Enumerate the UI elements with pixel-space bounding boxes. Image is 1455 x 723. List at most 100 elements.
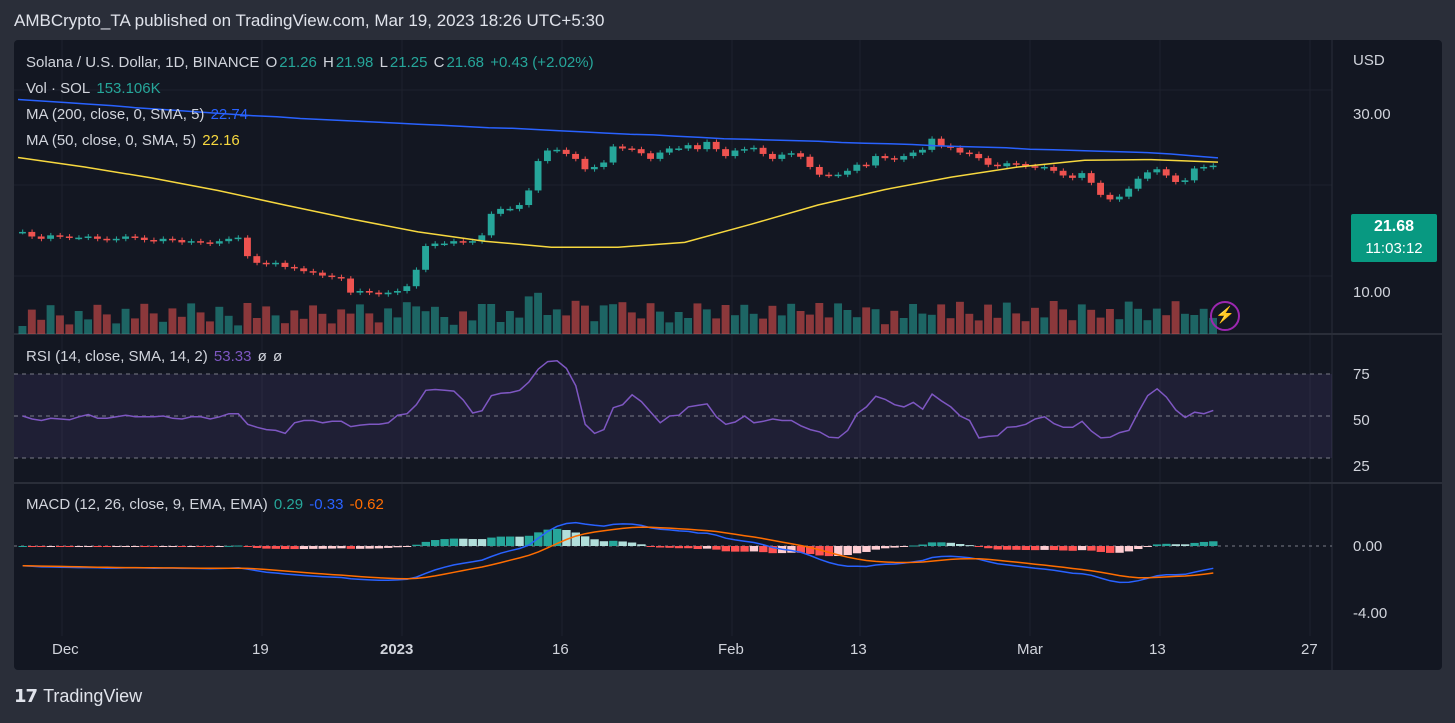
macd-histogram-bar	[449, 538, 459, 546]
chart-svg[interactable]	[14, 40, 1442, 670]
macd-histogram-bar	[1106, 546, 1115, 553]
candle-body	[1134, 178, 1142, 189]
ma50-legend: MA (50, close, 0, SMA, 5) 22.16	[26, 132, 240, 149]
currency-label: USD	[1353, 52, 1385, 69]
macd-histogram-bar	[984, 546, 993, 549]
macd-histogram-bar	[562, 530, 571, 546]
volume-bar	[234, 325, 242, 334]
candle-body	[1031, 166, 1039, 168]
volume-bar	[881, 324, 889, 334]
macd-histogram-bar	[93, 546, 102, 547]
macd-histogram-bar	[112, 546, 121, 547]
volume-bar	[1021, 321, 1030, 334]
macd-histogram-bar	[1049, 546, 1059, 551]
volume-bar	[946, 318, 955, 334]
candle-body	[1050, 166, 1058, 171]
candle-body	[206, 242, 214, 244]
candle-body	[525, 190, 533, 206]
candle-body	[94, 236, 101, 239]
volume-bar	[665, 322, 674, 334]
volume-bar	[506, 311, 514, 334]
macd-histogram-bar	[843, 546, 852, 556]
candle-body	[1115, 196, 1123, 200]
volume-bar	[768, 305, 777, 334]
volume-bar	[777, 315, 786, 334]
macd-histogram-bar	[1068, 546, 1077, 551]
volume-bar	[327, 323, 336, 334]
volume-bar	[731, 315, 739, 334]
candle-body	[731, 150, 739, 157]
macd-histogram-bar	[656, 546, 665, 548]
candle-body	[956, 147, 964, 153]
candle-body	[647, 153, 654, 159]
candle-body	[431, 243, 439, 247]
candle-body	[1125, 188, 1133, 197]
candle-body	[365, 291, 373, 293]
macd-histogram-bar	[1115, 546, 1124, 553]
macd-histogram-bar	[543, 529, 552, 546]
macd-histogram-bar	[806, 546, 815, 554]
volume-bar	[487, 304, 496, 334]
candle-body	[384, 292, 392, 295]
macd-histogram-bar	[252, 546, 262, 548]
candle-body	[337, 277, 345, 279]
macd-histogram-bar	[1087, 546, 1096, 551]
volume-bar	[899, 318, 908, 334]
macd-histogram-bar	[871, 546, 880, 550]
volume-bar	[496, 322, 505, 334]
candle-body	[412, 269, 420, 287]
macd-histogram-bar	[271, 546, 280, 549]
macd-histogram-bar	[834, 546, 843, 557]
x-tick-feb: Feb	[718, 641, 744, 658]
volume-bar	[168, 308, 177, 334]
candle-body	[234, 237, 242, 240]
volume-bar	[459, 311, 467, 334]
macd-histogram-bar	[37, 546, 46, 547]
volume-bar	[656, 311, 664, 334]
candle-body	[600, 162, 608, 167]
macd-histogram-bar	[862, 546, 871, 552]
candle-body	[740, 149, 748, 151]
macd-histogram-bar	[1199, 541, 1209, 546]
candle-body	[122, 236, 129, 239]
candle-body	[75, 237, 83, 240]
volume-bar	[637, 318, 646, 334]
chart-panel[interactable]: Solana / U.S. Dollar, 1D, BINANCE O 21.26…	[14, 40, 1442, 670]
volume-bar	[243, 303, 252, 334]
candle-body	[553, 149, 561, 152]
macd-histogram-bar	[487, 537, 496, 546]
lightning-icon[interactable]: ⚡	[1210, 301, 1240, 331]
candle-body	[328, 275, 336, 278]
macd-histogram-bar	[1040, 546, 1049, 550]
volume-bar	[674, 312, 683, 334]
volume-bar	[187, 303, 196, 334]
candle-body	[844, 170, 851, 175]
candle-body	[853, 164, 861, 171]
candle-body	[1097, 182, 1104, 195]
volume-bar	[862, 307, 871, 334]
macd-histogram-bar	[121, 546, 130, 547]
volume-bar	[27, 309, 36, 334]
macd-histogram-bar	[65, 546, 74, 547]
candle-body	[215, 241, 223, 244]
macd-histogram-bar	[299, 546, 309, 550]
macd-histogram-bar	[627, 542, 637, 546]
x-tick-mar: Mar	[1017, 641, 1043, 658]
volume-bar	[599, 305, 608, 334]
open-value: 21.26	[279, 54, 317, 71]
candle-body	[478, 235, 486, 242]
macd-histogram-bar	[196, 546, 205, 547]
volume-bar	[871, 309, 880, 334]
candle-body	[450, 241, 458, 244]
candle-body	[244, 237, 251, 257]
volume-bar	[271, 315, 280, 334]
volume-bar	[1124, 301, 1133, 334]
macd-histogram-bar	[599, 541, 609, 546]
volume-bar	[1012, 313, 1021, 334]
volume-bar	[309, 305, 317, 334]
macd-histogram-bar	[337, 546, 346, 549]
volume-bar	[1040, 317, 1049, 334]
candle-body	[684, 145, 692, 149]
candle-body	[1012, 163, 1020, 165]
volume-bar	[534, 292, 542, 334]
